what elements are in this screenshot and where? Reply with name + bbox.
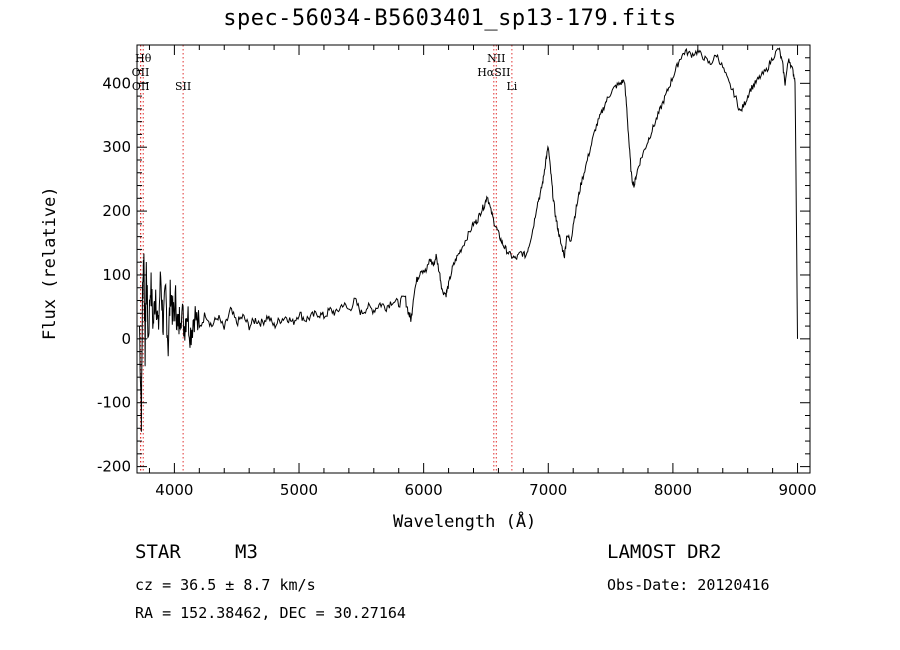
coordinates: RA = 152.38462, DEC = 30.27164 xyxy=(135,604,406,622)
line-marker-label: NII xyxy=(487,52,505,65)
y-tick-label: 400 xyxy=(102,74,131,92)
spectrum-line xyxy=(139,47,798,432)
y-tick-label: 0 xyxy=(121,330,131,348)
x-tick-label: 6000 xyxy=(405,481,443,499)
object-class: STAR xyxy=(135,541,181,563)
line-marker-label: OII xyxy=(132,66,150,79)
redshift-velocity: cz = 36.5 ± 8.7 km/s xyxy=(135,576,316,594)
line-marker-label: Hθ xyxy=(135,52,152,65)
object-subclass: M3 xyxy=(235,541,258,563)
x-axis-label: Wavelength (Å) xyxy=(393,512,537,532)
x-tick-label: 9000 xyxy=(778,481,816,499)
y-tick-label: 300 xyxy=(102,138,131,156)
line-marker-label: OII xyxy=(132,80,150,93)
line-marker-label: SII xyxy=(175,80,191,93)
x-tick-label: 8000 xyxy=(654,481,692,499)
line-marker-label: HαSII xyxy=(477,66,510,79)
y-tick-label: 100 xyxy=(102,266,131,284)
line-marker-label: Li xyxy=(506,80,517,93)
observation-date: Obs-Date: 20120416 xyxy=(607,576,770,594)
y-tick-label: -200 xyxy=(97,458,131,476)
chart-title: spec-56034-B5603401_sp13-179.fits xyxy=(223,6,677,31)
y-tick-label: -100 xyxy=(97,394,131,412)
y-axis-label: Flux (relative) xyxy=(40,186,60,340)
x-tick-label: 7000 xyxy=(529,481,567,499)
y-tick-label: 200 xyxy=(102,202,131,220)
x-tick-label: 4000 xyxy=(155,481,193,499)
survey-name: LAMOST DR2 xyxy=(607,541,722,563)
x-tick-label: 5000 xyxy=(280,481,318,499)
plot-frame xyxy=(136,44,811,474)
